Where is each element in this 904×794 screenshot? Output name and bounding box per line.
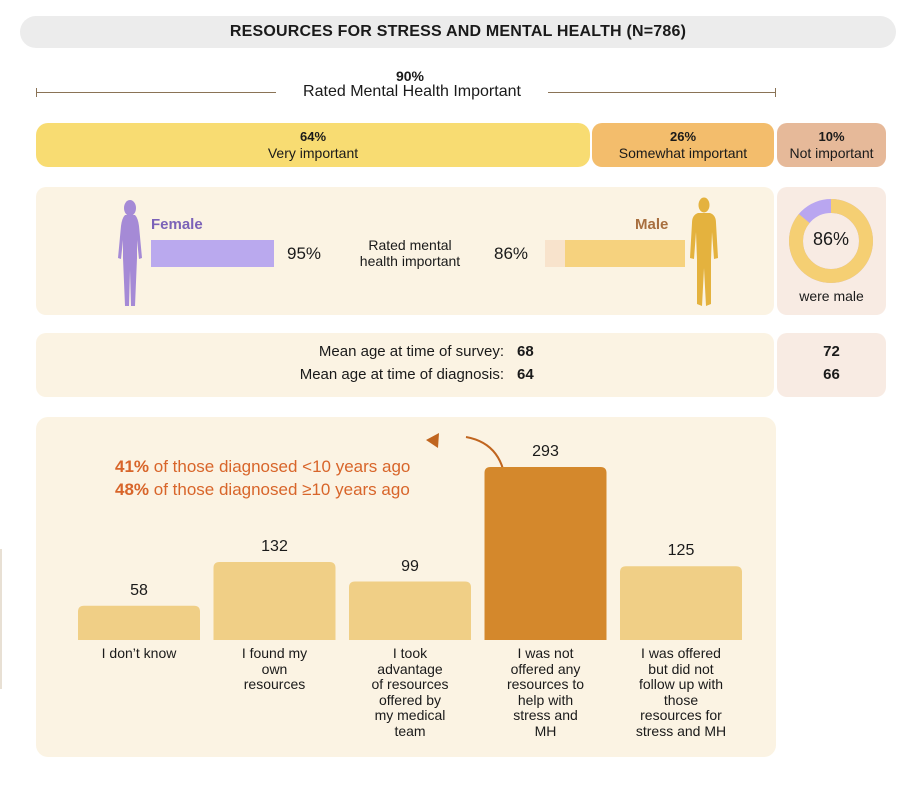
category-label-line: offered by <box>378 691 441 708</box>
category-label-line: my medical <box>374 707 446 723</box>
summary-percent: 90% <box>395 68 425 84</box>
category-label-line: I was not <box>517 645 574 661</box>
category-label-line: I don’t know <box>101 645 177 661</box>
category-label-line: help with <box>517 691 574 708</box>
segment-very-important: 64% Very important <box>36 123 590 167</box>
age-diagnosis-label: Mean age at time of diagnosis: <box>299 366 504 383</box>
category-label: I found my own resources <box>213 645 337 693</box>
bar-value-label: 132 <box>261 538 288 556</box>
category-label-line: I was offered <box>641 645 721 661</box>
bracket-line <box>36 92 276 93</box>
category-label: I was offered but did not follow up with th… <box>619 645 743 739</box>
chart-title: RESOURCES FOR STRESS AND MENTAL HEALTH (… <box>20 16 896 48</box>
annotation-percent: 48% <box>115 480 150 499</box>
bracket-tick <box>36 88 37 97</box>
female-silhouette-icon <box>118 200 142 306</box>
annotation-percent: 41% <box>115 457 150 476</box>
segment-percent: 64% <box>299 129 327 144</box>
category-label-line: advantage <box>377 660 443 677</box>
age-panel <box>36 333 774 397</box>
bracket-line <box>548 92 776 93</box>
category-label-line: MH <box>534 722 557 739</box>
male-percent: 86% <box>494 244 529 263</box>
age-survey-label: Mean age at time of survey: <box>318 343 504 360</box>
category-label-line: resources <box>243 676 306 692</box>
category-label: I took advantage of resources offered by my … <box>348 645 472 739</box>
category-label-line: of resources <box>371 676 449 692</box>
bar-value-label: 99 <box>401 557 419 575</box>
segment-not-important: 10% Not important <box>777 123 886 167</box>
age-panel-male <box>777 333 886 397</box>
bar-4 <box>620 566 742 640</box>
female-percent: 95% <box>287 244 322 263</box>
category-label-line: I took <box>392 645 428 661</box>
male-donut-chart <box>789 199 873 283</box>
segment-label: Not important <box>789 145 874 161</box>
category-label-line: follow up with <box>638 676 724 692</box>
category-label-line: I found my <box>241 645 308 661</box>
category-label-line: stress and <box>513 707 578 723</box>
bar-value-label: 293 <box>532 443 559 460</box>
donut-caption: were male <box>799 288 864 304</box>
bracket-tick <box>775 88 776 97</box>
left-edge-line <box>0 549 2 689</box>
segment-percent: 26% <box>669 129 697 144</box>
category-label-line: resources to <box>506 676 585 692</box>
category-label-line: resources for <box>640 707 722 723</box>
annotation-line-2: 48% of those diagnosed ≥10 years ago <box>115 480 410 500</box>
category-label-line: stress and MH <box>635 722 727 739</box>
bar-2 <box>349 581 471 640</box>
category-label: I was not offered any resources to help wit… <box>484 645 608 739</box>
age-diagnosis-male: 66 <box>823 366 840 383</box>
summary-label: Rated Mental Health Important <box>303 83 521 100</box>
annotation-text: of those diagnosed <10 years ago <box>149 457 411 476</box>
gender-center-label: Rated mental health important <box>359 237 461 269</box>
category-label: I don’t know <box>77 645 201 662</box>
segment-label: Somewhat important <box>618 145 748 161</box>
category-label-line: team <box>394 722 426 739</box>
male-label: Male <box>635 216 669 233</box>
bar-value-label: 58 <box>130 581 148 599</box>
segment-percent: 10% <box>818 129 845 144</box>
arrow-head-icon <box>426 433 439 448</box>
age-diagnosis-female: 64 <box>517 366 534 383</box>
bar-value-label: 125 <box>667 542 695 560</box>
donut-percent: 86% <box>812 229 850 249</box>
female-label: Female <box>151 216 203 233</box>
category-label-line: offered any <box>510 660 581 677</box>
annotation-line-1: 41% of those diagnosed <10 years ago <box>115 457 410 477</box>
category-label-line: own <box>261 660 288 677</box>
bar-1 <box>213 562 336 640</box>
bar-3 <box>484 467 607 640</box>
segment-label: Very important <box>267 145 359 161</box>
donut-male-arc <box>789 199 873 283</box>
category-label-line: those <box>663 691 699 708</box>
male-silhouette-icon <box>690 197 718 306</box>
male-bar-remainder <box>545 240 565 267</box>
segment-somewhat-important: 26% Somewhat important <box>592 123 774 167</box>
annotation-text: of those diagnosed ≥10 years ago <box>149 480 410 499</box>
age-survey-male: 72 <box>823 343 840 360</box>
male-bar <box>565 240 685 267</box>
bar-0 <box>78 605 200 640</box>
female-bar <box>151 240 274 267</box>
category-label-line: but did not <box>648 660 714 677</box>
age-survey-female: 68 <box>517 343 534 360</box>
